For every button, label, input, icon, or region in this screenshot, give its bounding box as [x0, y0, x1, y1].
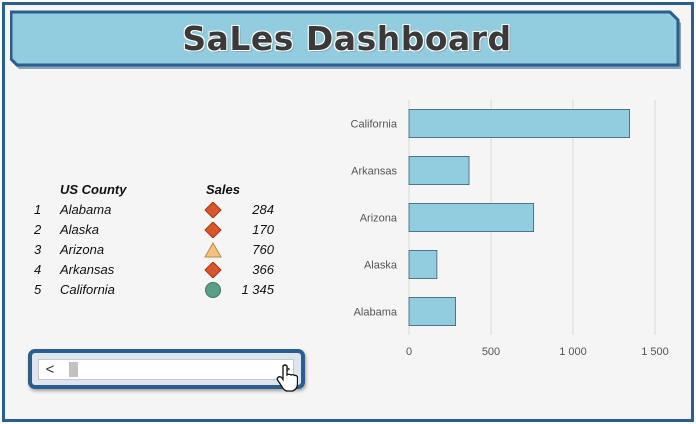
sales-bar-chart: 0 500 1 000 1 500 California Arkansas Arizona A… [335, 95, 685, 365]
title-banner: SaLes Dashboard [10, 10, 684, 72]
row-sales: 366 [252, 262, 274, 277]
green-circle-icon [204, 282, 222, 298]
scrollbar-thumb[interactable] [69, 362, 78, 377]
x-tick-label: 500 [482, 346, 500, 358]
hand-cursor-icon [276, 364, 298, 392]
chart-svg: 0 500 1 000 1 500 California Arkansas Arizona A… [351, 100, 669, 358]
row-sales: 760 [252, 242, 274, 257]
row-county: California [60, 282, 115, 297]
row-index: 4 [34, 262, 42, 277]
red-diamond-icon [204, 221, 222, 239]
column-header-county: US County [60, 182, 127, 197]
bar-arizona [408, 203, 535, 233]
row-county: Alaska [60, 222, 100, 237]
table-row: 2 Alaska 170 [28, 220, 288, 240]
bar-arkansas [408, 156, 470, 186]
y-category-label: Alaska [364, 260, 398, 272]
y-category-label: Arkansas [351, 166, 397, 178]
sales-table: US County Sales 1 Alabama 284 2 Alaska 170 3 Ar… [28, 180, 288, 300]
table-header-row: US County Sales [28, 180, 288, 200]
yellow-triangle-icon [204, 241, 222, 258]
x-tick-label: 1 500 [641, 346, 669, 358]
scrollbar-track[interactable]: < > [38, 359, 294, 380]
y-category-label: Alabama [354, 307, 398, 319]
row-index: 3 [34, 242, 42, 257]
row-county: Arizona [60, 242, 105, 257]
row-index: 2 [34, 222, 42, 237]
x-tick-label: 1 000 [559, 346, 587, 358]
bar-alabama [408, 296, 456, 326]
bar-california [408, 108, 630, 139]
row-county: Alabama [60, 202, 112, 217]
row-sales: 170 [252, 222, 274, 237]
x-tick-label: 0 [406, 346, 412, 358]
banner-shape [10, 10, 681, 69]
scroll-left-arrow-icon[interactable]: < [45, 361, 55, 378]
table-row: 1 Alabama 284 [28, 200, 288, 220]
scrollbar-control[interactable]: < > [28, 349, 305, 389]
column-header-sales: Sales [206, 182, 240, 197]
bar-alaska [408, 249, 438, 279]
y-category-label: Arizona [360, 213, 398, 225]
table-row: 5 California 1 345 [28, 280, 288, 300]
row-sales: 1 345 [241, 282, 274, 297]
table-row: 3 Arizona 760 [28, 240, 288, 260]
row-sales: 284 [252, 202, 274, 217]
row-county: Arkansas [60, 262, 115, 277]
page-title: SaLes Dashboard [182, 18, 512, 58]
table-row: 4 Arkansas 366 [28, 260, 288, 280]
red-diamond-icon [204, 201, 222, 219]
row-index: 1 [34, 202, 42, 217]
y-category-label: California [351, 119, 398, 131]
row-index: 5 [34, 282, 42, 297]
red-diamond-icon [204, 261, 222, 279]
